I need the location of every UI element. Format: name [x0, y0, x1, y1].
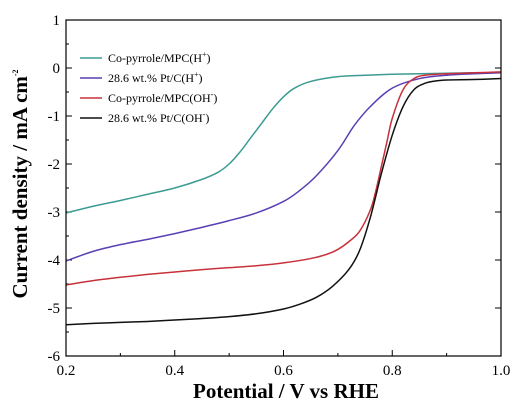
- series-layer: [65, 71, 502, 326]
- y-tick-label: -1: [48, 109, 61, 125]
- x-tick-label: 0.8: [383, 363, 402, 379]
- legend-label-3: Co-pyrrole/MPC(OH-): [108, 90, 217, 105]
- x-tick-label: 0.2: [57, 363, 76, 379]
- x-tick-label: 0.4: [165, 363, 184, 379]
- y-tick-label: -5: [48, 301, 61, 317]
- y-tick-label: 1: [53, 13, 61, 29]
- series-line-4: [65, 77, 502, 326]
- x-tick-label: 1.0: [492, 363, 511, 379]
- series-line-2: [65, 72, 502, 262]
- y-tick-label: -2: [48, 157, 61, 173]
- legend: Co-pyrrole/MPC(H+) 28.6 wt.% Pt/C(H+) Co-p…: [80, 50, 217, 125]
- y-tick-label: -4: [48, 253, 61, 269]
- y-axis-title-sup: -2: [11, 69, 20, 76]
- series-line-3: [65, 71, 502, 286]
- series-line-1: [65, 72, 502, 214]
- ticks-layer: 0.2 0.4 0.6 0.8 1.0 1 0 -1 -2 -3 -4 -5 -6: [48, 13, 511, 379]
- legend-label-4: 28.6 wt.% Pt/C(OH-): [108, 110, 209, 125]
- y-tick-label: -3: [48, 205, 61, 221]
- y-axis-title: Current density / mA cm-2: [8, 69, 32, 298]
- y-tick-label: 0: [53, 61, 61, 77]
- plot-frame: [65, 19, 502, 357]
- x-axis-title: Potential / V vs RHE: [193, 379, 379, 403]
- legend-label-1: Co-pyrrole/MPC(H+): [108, 50, 211, 65]
- x-tick-label: 0.6: [274, 363, 293, 379]
- y-axis-title-main: Current density / mA cm: [8, 76, 32, 299]
- legend-label-2: 28.6 wt.% Pt/C(H+): [108, 70, 203, 85]
- y-tick-label: -6: [48, 349, 61, 365]
